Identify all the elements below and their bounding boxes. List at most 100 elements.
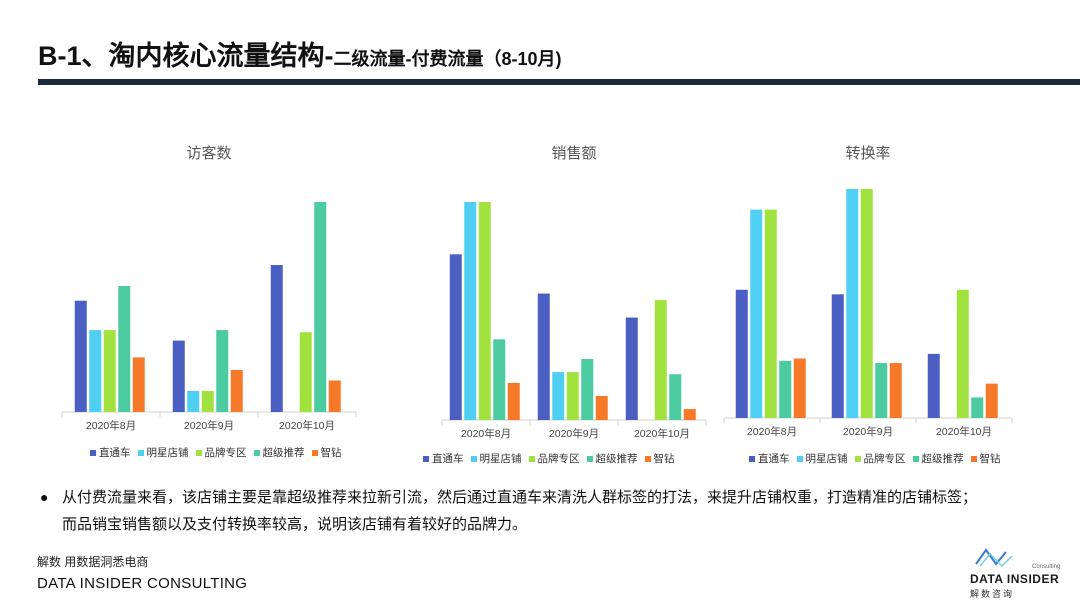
legend-swatch (195, 449, 202, 456)
legend-swatch (470, 455, 477, 462)
logo-mark-icon (975, 548, 1013, 568)
legend-label: 直通车 (432, 453, 464, 465)
bar-超级推荐-2020年10月 (971, 397, 984, 418)
bar-智钻-2020年9月 (595, 396, 608, 420)
logo-cn-name: 解数咨询 (970, 589, 1015, 599)
legend-label: 明星店铺 (146, 447, 189, 459)
bar-超级推荐-2020年10月 (669, 374, 682, 420)
bar-智钻-2020年9月 (230, 370, 243, 412)
page-title-main: B-1、淘内核心流量结构- (38, 41, 334, 71)
legend-swatch (749, 455, 755, 462)
legend-item: 直通车 (423, 451, 464, 466)
logo-tagline: Consulting (1032, 564, 1061, 570)
insight-line-1: 从付费流量来看，该店铺主要是靠超级推荐来拉新引流，然后通过直通车来清洗人群标签的… (62, 489, 978, 506)
legend-label: 超级推荐 (595, 453, 638, 465)
logo-name: DATA INSIDER (970, 572, 1060, 586)
bar-智钻-2020年10月 (683, 409, 696, 420)
bar-直通车-2020年10月 (625, 317, 638, 420)
legend-item: 明星店铺 (796, 451, 848, 466)
chart-title: 访客数 (186, 145, 231, 162)
x-tick-label: 2020年10月 (936, 425, 992, 438)
chart-title: 转换率 (845, 145, 890, 162)
legend-label: 智钻 (653, 453, 675, 465)
bar-直通车-2020年8月 (74, 300, 87, 412)
legend-visitors: 直通车 明星店铺 品牌专区 超级推荐 智钻 (90, 445, 342, 460)
chart-conversion: 转换率 2020年8月 2020年9月 2020年10月 (723, 145, 1013, 438)
x-tick-label: 2020年8月 (461, 427, 511, 440)
legend-sales: 直通车 明星店铺 品牌专区 超级推荐 智钻 (423, 451, 675, 466)
legend-item: 品牌专区 (195, 445, 247, 460)
bar-明星店铺-2020年9月 (846, 189, 859, 418)
x-tick-label: 2020年9月 (549, 427, 599, 440)
x-tick-label: 2020年8月 (747, 425, 797, 438)
bar-品牌专区-2020年8月 (103, 330, 116, 412)
bar-超级推荐-2020年9月 (875, 363, 888, 418)
legend-item: 品牌专区 (528, 451, 580, 466)
legend-swatch (586, 455, 593, 462)
legend-swatch (970, 455, 977, 462)
bar-直通车-2020年10月 (927, 353, 940, 418)
x-tick-label: 2020年10月 (279, 419, 335, 432)
title-underline-bar (38, 79, 1080, 85)
bar-智钻-2020年9月 (889, 363, 902, 418)
bar-直通车-2020年8月 (449, 254, 462, 420)
bar-品牌专区-2020年10月 (299, 332, 312, 412)
bar-直通车-2020年8月 (735, 289, 748, 418)
legend-label: 品牌专区 (863, 453, 906, 465)
bar-超级推荐-2020年9月 (216, 330, 229, 412)
bar-品牌专区-2020年10月 (956, 289, 969, 418)
footer-company-name: DATA INSIDER CONSULTING (37, 575, 248, 592)
legend-item: 品牌专区 (854, 451, 906, 466)
footer-tagline: 解数 用数据洞悉电商 (37, 555, 149, 569)
bar-直通车-2020年10月 (270, 265, 283, 412)
legend-label: 明星店铺 (479, 453, 522, 465)
legend-swatch (528, 455, 535, 462)
legend-item: 超级推荐 (253, 445, 305, 460)
bar-超级推荐-2020年9月 (581, 358, 594, 420)
bar-直通车-2020年9月 (537, 293, 550, 420)
x-tick-label: 2020年8月 (86, 419, 136, 432)
legend-swatch (423, 455, 429, 462)
bar-超级推荐-2020年8月 (779, 360, 792, 418)
bar-品牌专区-2020年10月 (654, 300, 667, 420)
legend-label: 直通车 (758, 453, 790, 465)
chart-visitors: 访客数 2020年8月 2020年9月 2020年10月 (61, 145, 357, 432)
legend-swatch (137, 449, 144, 456)
legend-label: 超级推荐 (262, 447, 305, 459)
legend-swatch (90, 449, 96, 456)
bar-直通车-2020年9月 (831, 294, 844, 418)
legend-item: 直通车 (90, 445, 131, 460)
chart-title: 销售额 (551, 145, 596, 162)
bar-智钻-2020年8月 (793, 358, 806, 418)
bar-直通车-2020年9月 (172, 340, 185, 412)
legend-swatch (912, 455, 919, 462)
bar-智钻-2020年10月 (328, 380, 341, 412)
legend-label: 智钻 (979, 453, 1001, 465)
legend-swatch (311, 449, 318, 456)
bar-品牌专区-2020年9月 (566, 372, 579, 420)
bar-明星店铺-2020年8月 (464, 202, 477, 420)
insight-line-2: 而品销宝销售额以及支付转换率较高，说明该店铺有着较好的品牌力。 (62, 516, 528, 533)
bar-超级推荐-2020年8月 (493, 339, 506, 420)
legend-label: 直通车 (99, 447, 131, 459)
legend-label: 品牌专区 (204, 447, 247, 459)
legend-label: 品牌专区 (537, 453, 580, 465)
legend-label: 智钻 (320, 447, 342, 459)
bar-品牌专区-2020年9月 (201, 391, 214, 412)
bar-品牌专区-2020年8月 (478, 202, 491, 420)
bar-智钻-2020年8月 (132, 357, 145, 412)
legend-swatch (644, 455, 651, 462)
bar-品牌专区-2020年8月 (764, 209, 777, 418)
legend-item: 明星店铺 (470, 451, 522, 466)
bar-超级推荐-2020年10月 (314, 202, 327, 412)
legend-item: 超级推荐 (912, 451, 964, 466)
x-tick-label: 2020年9月 (184, 419, 234, 432)
bar-智钻-2020年8月 (507, 382, 520, 420)
page-title: B-1、淘内核心流量结构-二级流量-付费流量（8-10月) (38, 34, 562, 73)
legend-swatch (253, 449, 260, 456)
legend-item: 明星店铺 (137, 445, 189, 460)
legend-item: 智钻 (970, 451, 1001, 466)
company-logo: Consulting DATA INSIDER 解数咨询 (968, 546, 1068, 601)
legend-item: 直通车 (749, 451, 790, 466)
legend-label: 明星店铺 (805, 453, 848, 465)
